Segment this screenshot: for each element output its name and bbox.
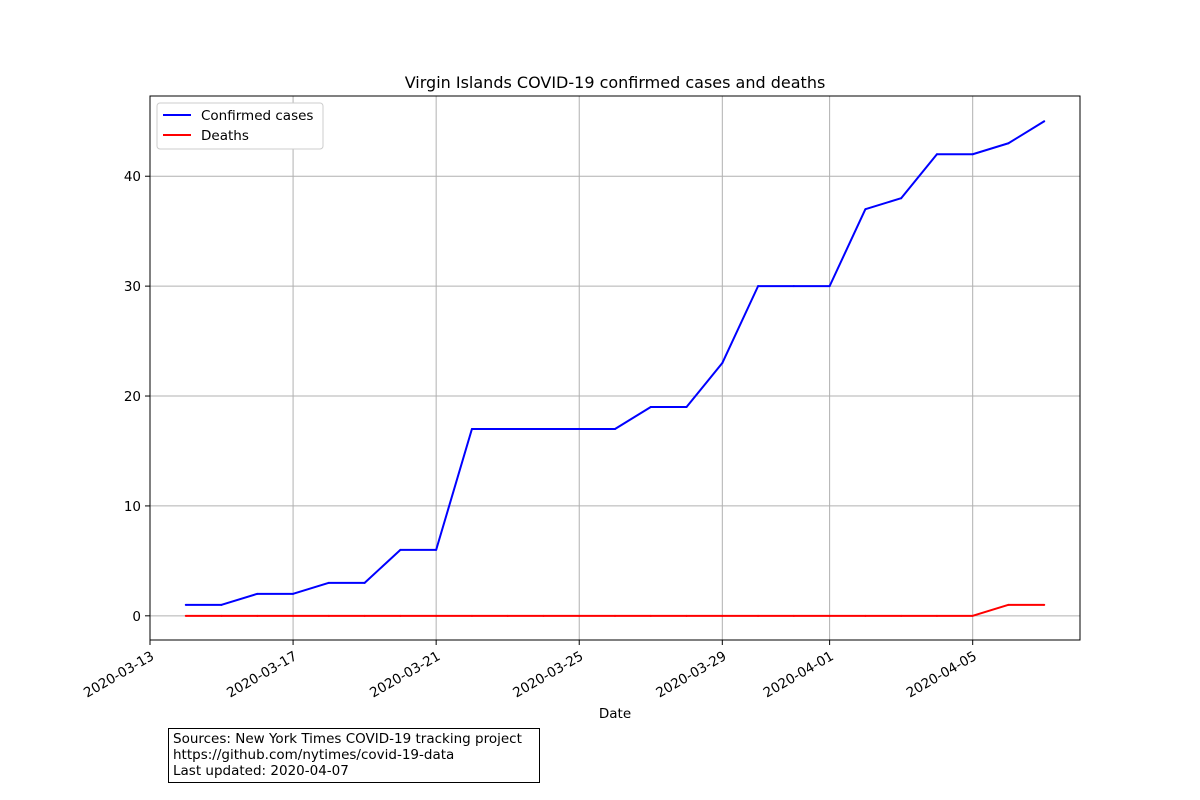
data-point-confirmed-cases — [1043, 120, 1046, 123]
data-point-confirmed-cases — [542, 427, 545, 430]
data-point-confirmed-cases — [292, 592, 295, 595]
data-point-confirmed-cases — [864, 208, 867, 211]
data-point-deaths — [578, 614, 581, 617]
chart-title: Virgin Islands COVID-19 confirmed cases … — [405, 73, 826, 92]
data-point-confirmed-cases — [256, 592, 259, 595]
data-point-confirmed-cases — [792, 285, 795, 288]
data-point-deaths — [649, 614, 652, 617]
data-point-deaths — [256, 614, 259, 617]
data-point-confirmed-cases — [828, 285, 831, 288]
data-point-confirmed-cases — [971, 153, 974, 156]
data-point-confirmed-cases — [1007, 142, 1010, 145]
data-point-confirmed-cases — [614, 427, 616, 430]
data-point-deaths — [363, 614, 366, 617]
data-point-confirmed-cases — [506, 427, 509, 430]
sources-url: https://github.com/nytimes/covid-19-data — [173, 747, 455, 763]
data-point-confirmed-cases — [220, 603, 223, 606]
data-point-deaths — [1043, 603, 1046, 606]
data-point-confirmed-cases — [685, 406, 688, 409]
x-tick-label: 2020-03-21 — [367, 648, 443, 701]
x-tick-label: 2020-04-05 — [904, 648, 980, 701]
data-point-confirmed-cases — [327, 581, 330, 584]
data-point-confirmed-cases — [184, 603, 187, 606]
y-tick-label: 30 — [124, 279, 141, 295]
x-tick-label: 2020-04-01 — [761, 648, 837, 701]
data-point-deaths — [721, 614, 724, 617]
data-point-deaths — [935, 614, 938, 617]
data-point-confirmed-cases — [721, 362, 724, 365]
data-point-deaths — [900, 614, 903, 617]
data-point-deaths — [685, 614, 688, 617]
x-axis-label: Date — [599, 706, 631, 722]
data-point-deaths — [1007, 603, 1010, 606]
data-point-deaths — [399, 614, 402, 617]
data-point-confirmed-cases — [757, 285, 760, 288]
legend-label-confirmed-cases: Confirmed cases — [201, 108, 313, 124]
data-point-deaths — [828, 614, 831, 617]
x-tick-label: 2020-03-13 — [81, 648, 157, 701]
data-point-deaths — [971, 614, 974, 617]
data-point-deaths — [614, 614, 616, 617]
data-point-deaths — [506, 614, 509, 617]
data-point-confirmed-cases — [470, 427, 473, 430]
data-point-deaths — [470, 614, 473, 617]
x-tick-label: 2020-03-29 — [653, 648, 729, 701]
y-tick-label: 40 — [124, 169, 141, 185]
data-point-deaths — [757, 614, 760, 617]
data-point-confirmed-cases — [649, 406, 652, 409]
x-tick-label: 2020-03-25 — [510, 648, 586, 701]
data-point-deaths — [864, 614, 867, 617]
data-point-deaths — [792, 614, 795, 617]
series-line-confirmed-cases — [185, 120, 1045, 606]
sources-note: Sources: New York Times COVID-19 trackin… — [168, 728, 540, 783]
data-point-confirmed-cases — [399, 548, 402, 551]
legend: Confirmed cases Deaths — [156, 102, 324, 150]
last-updated: Last updated: 2020-04-07 — [173, 763, 349, 779]
axes: 2020-03-13 2020-03-17 2020-03-21 2020-03-25… — [81, 169, 980, 701]
plot-series — [184, 120, 1046, 617]
grid — [150, 96, 1080, 640]
data-point-deaths — [292, 614, 295, 617]
data-point-confirmed-cases — [363, 581, 366, 584]
data-point-confirmed-cases — [435, 548, 438, 551]
data-point-confirmed-cases — [900, 197, 903, 200]
data-point-deaths — [184, 614, 187, 617]
y-tick-label: 20 — [124, 389, 141, 405]
sources-line: Sources: New York Times COVID-19 trackin… — [173, 731, 522, 747]
data-point-deaths — [327, 614, 330, 617]
plot-frame — [149, 95, 1081, 641]
data-point-deaths — [435, 614, 438, 617]
data-point-confirmed-cases — [578, 427, 581, 430]
data-point-deaths — [542, 614, 545, 617]
data-point-deaths — [220, 614, 223, 617]
y-tick-label: 10 — [124, 499, 141, 515]
legend-label-deaths: Deaths — [201, 128, 249, 144]
data-point-confirmed-cases — [935, 153, 938, 156]
series-line-deaths — [185, 603, 1045, 617]
y-tick-label: 0 — [132, 609, 141, 625]
x-tick-label: 2020-03-17 — [224, 648, 300, 701]
legend-box — [156, 102, 324, 150]
